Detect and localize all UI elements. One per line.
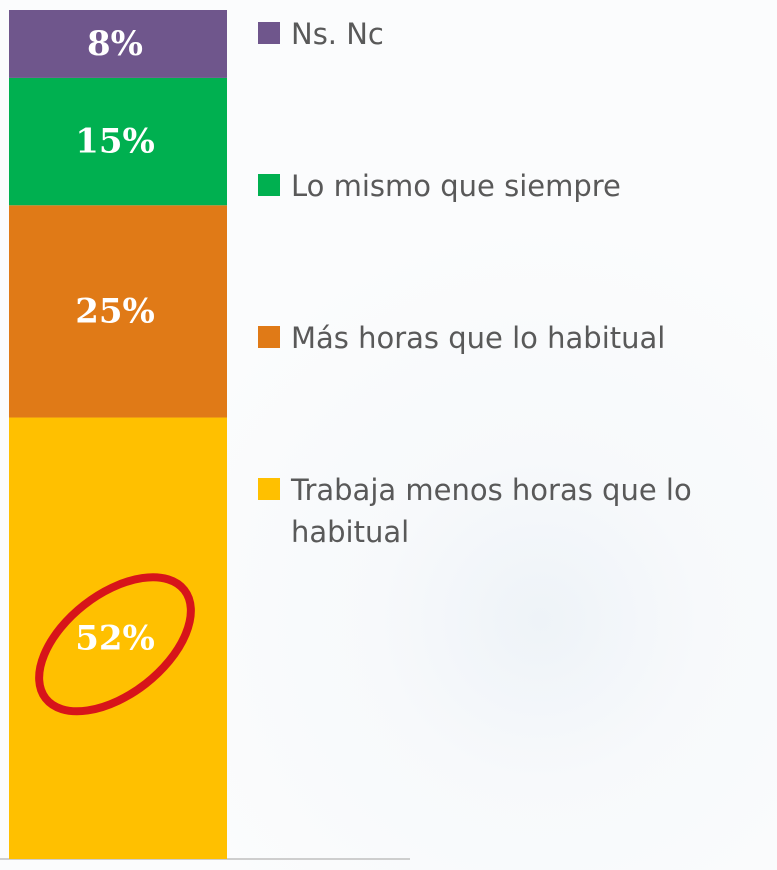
value-label: 8% [87,24,143,64]
bar-segment [9,10,227,78]
legend-item: Más horas que lo habitual [258,317,773,359]
bar-segment [9,205,227,418]
annotation-circle [35,573,195,716]
legend-swatch [258,174,280,196]
value-label: 15% [75,122,155,162]
legend-item: Lo mismo que siempre [258,165,773,207]
legend-label: Más horas que lo habitual [291,321,666,355]
legend-label: Ns. Nc [291,17,384,51]
value-label: 25% [75,291,155,331]
bar-segment [9,417,227,859]
legend-item: Ns. Nc [258,13,773,55]
legend-label: Lo mismo que siempre [291,169,621,203]
legend-item: Trabaja menos horas que lo habitual [258,469,773,553]
bar-segment [9,77,227,206]
legend-swatch [258,478,280,500]
legend-label: Trabaja menos horas que lo habitual [291,473,692,549]
legend-swatch [258,22,280,44]
legend-swatch [258,326,280,348]
value-label: 52% [75,618,155,658]
